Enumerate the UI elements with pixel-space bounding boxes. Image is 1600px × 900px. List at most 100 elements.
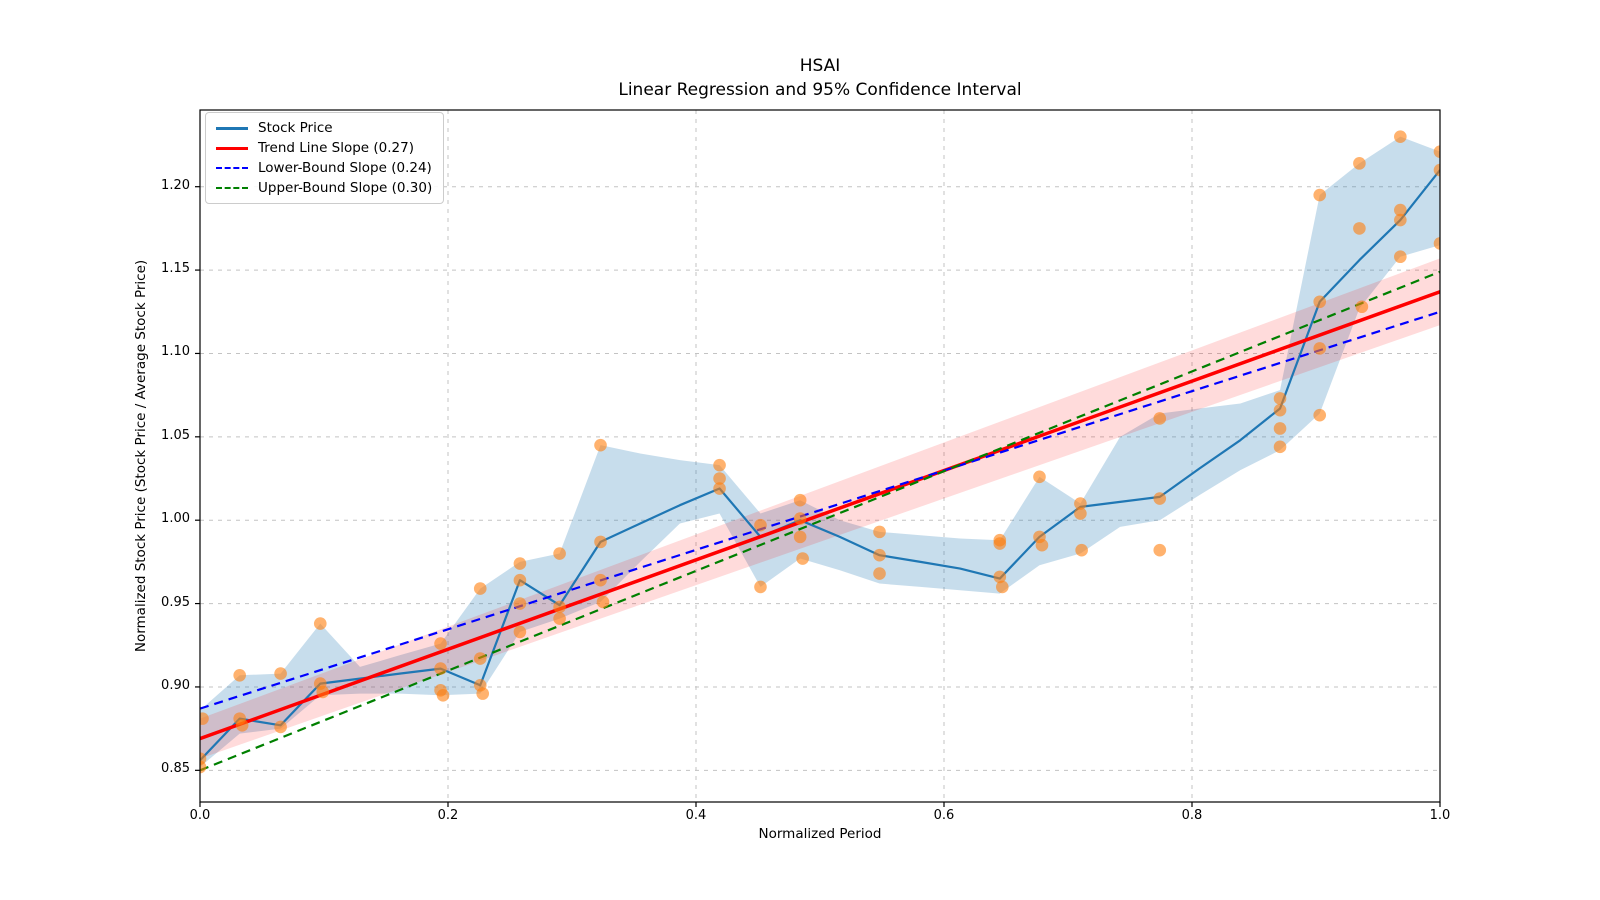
legend-line-sample-icon [216, 187, 248, 189]
data-layer [200, 130, 1440, 774]
scatter-point [1433, 237, 1440, 250]
scatter-point [434, 662, 447, 675]
trend-line [200, 290, 1440, 741]
x-tick-label: 1.0 [1429, 808, 1451, 823]
scatter-point [200, 760, 207, 774]
scatter-point [796, 552, 809, 565]
scatter-point [313, 617, 327, 630]
scatter-point [553, 612, 566, 625]
y-tick-label: 1.15 [161, 261, 190, 277]
legend-item: Upper-Bound Slope (0.30) [216, 181, 432, 195]
chart-title: HSAI [799, 56, 841, 76]
tick-marks [195, 186, 1441, 807]
scatter-point [995, 580, 1009, 594]
scatter-point [513, 625, 527, 639]
scatter-point [793, 512, 807, 525]
scatter-point [235, 718, 249, 732]
legend-item: Trend Line Slope (0.27) [216, 141, 432, 155]
scatter-point [1355, 300, 1369, 314]
scatter-point [274, 667, 287, 680]
y-tick-label: 1.10 [161, 344, 190, 360]
scatter-point [793, 493, 807, 507]
legend-item: Lower-Bound Slope (0.24) [216, 161, 432, 175]
scatter-point [596, 595, 610, 609]
scatter-point [1273, 422, 1287, 435]
scatter-point [873, 567, 886, 580]
x-tick-label: 0.2 [437, 808, 459, 823]
scatter-point [1273, 392, 1287, 405]
x-tick-label: 0.4 [685, 808, 707, 823]
scatter-point [1313, 342, 1327, 355]
scatter-point [1273, 403, 1287, 417]
scatter-point [473, 652, 487, 665]
scatter-point [594, 438, 607, 452]
scatter-point [1153, 543, 1167, 557]
y-tick-label: 1.05 [161, 427, 190, 443]
scatter-point [1074, 497, 1087, 510]
scatter-point [754, 518, 767, 532]
y-tick-label: 0.85 [161, 761, 190, 777]
scatter-point [1433, 145, 1440, 158]
scatter-point [434, 637, 447, 650]
chart-subtitle: Linear Regression and 95% Confidence Int… [618, 80, 1022, 100]
scatter-point [1075, 543, 1088, 557]
scatter-point [873, 525, 886, 539]
scatter-point [1394, 130, 1407, 143]
x-tick-label: 0.8 [1181, 808, 1203, 823]
legend-item-label: Upper-Bound Slope (0.30) [258, 180, 433, 196]
scatter-point [1035, 538, 1049, 552]
scatter-point [1153, 412, 1167, 425]
scatter-point [513, 573, 527, 587]
scatter-point [594, 573, 607, 587]
y-tick-label: 1.00 [161, 511, 190, 527]
scatter-point [513, 597, 527, 610]
x-axis-label: Normalized Period [758, 826, 882, 842]
scatter-point [233, 668, 246, 682]
scatter-point [993, 537, 1007, 550]
y-tick-label: 0.90 [161, 677, 190, 693]
scatter-point [713, 482, 726, 495]
scatter-point [754, 580, 767, 594]
scatter-point [1394, 203, 1407, 217]
legend-line-sample-icon [216, 146, 248, 150]
scatter-point [793, 530, 807, 544]
legend-line-sample-icon [216, 167, 248, 169]
x-tick-label: 0.6 [933, 808, 955, 823]
scatter-point [1033, 470, 1046, 484]
legend: Stock Price Trend Line Slope (0.27) Lower-… [205, 112, 445, 204]
legend-item-label: Trend Line Slope (0.27) [258, 140, 415, 156]
confidence-interval-band [200, 258, 1440, 759]
legend-item-label: Lower-Bound Slope (0.24) [258, 160, 432, 176]
scatter-point [1273, 440, 1287, 454]
y-axis-label: Normalized Stock Price (Stock Price / Av… [133, 259, 149, 653]
scatter-point [713, 458, 726, 472]
scatter-point [873, 548, 886, 562]
scatter-point [1153, 492, 1167, 505]
scatter-point [993, 570, 1007, 584]
scatter-point [1074, 507, 1087, 520]
scatter-point [274, 720, 287, 734]
scatter-point [513, 557, 527, 570]
scatter-point [1353, 157, 1366, 170]
scatter-point [476, 687, 490, 700]
x-tick-label: 0.0 [189, 808, 211, 823]
scatter-point [436, 688, 450, 702]
scatter-point [200, 712, 209, 725]
scatter-point [473, 582, 487, 595]
legend-item: Stock Price [216, 121, 432, 135]
y-tick-label: 1.20 [161, 177, 190, 193]
scatter-point [713, 472, 726, 485]
scatter-point [1433, 163, 1440, 177]
plot-border [199, 109, 1441, 803]
upper-bound-line [200, 270, 1440, 772]
scatter-point [553, 600, 566, 614]
stock-price-line [200, 169, 1440, 762]
scatter-point [1313, 295, 1327, 309]
legend-line-sample-icon [216, 126, 248, 130]
scatter-point [1394, 250, 1407, 264]
scatter-point [1394, 213, 1407, 227]
scatter-point [1313, 188, 1327, 202]
y-tick-label: 0.95 [161, 594, 190, 610]
